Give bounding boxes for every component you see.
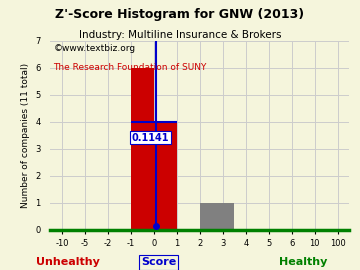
Bar bbox=[131, 68, 154, 230]
Y-axis label: Number of companies (11 total): Number of companies (11 total) bbox=[21, 62, 30, 208]
Bar bbox=[200, 202, 234, 230]
Text: The Research Foundation of SUNY: The Research Foundation of SUNY bbox=[53, 63, 207, 72]
Text: 0.1141: 0.1141 bbox=[132, 133, 170, 143]
Text: Z'-Score Histogram for GNW (2013): Z'-Score Histogram for GNW (2013) bbox=[55, 8, 305, 21]
Text: Industry: Multiline Insurance & Brokers: Industry: Multiline Insurance & Brokers bbox=[79, 30, 281, 40]
Text: ©www.textbiz.org: ©www.textbiz.org bbox=[53, 44, 135, 53]
Bar bbox=[154, 122, 177, 230]
Text: Score: Score bbox=[141, 257, 176, 267]
Text: Healthy: Healthy bbox=[279, 257, 328, 267]
Text: Unhealthy: Unhealthy bbox=[36, 257, 100, 267]
